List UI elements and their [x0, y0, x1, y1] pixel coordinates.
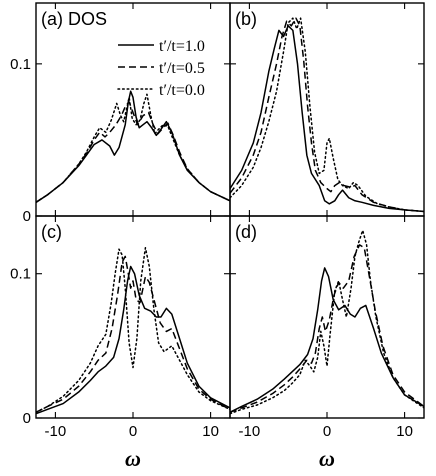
series-line-dotted	[230, 229, 424, 415]
y-tick-label: 0.1	[10, 56, 31, 73]
legend-entry: t′/t=1.0	[159, 38, 205, 55]
panel-label: (d)	[235, 222, 257, 242]
x-tick-label: 10	[202, 423, 219, 440]
x-tick-label: 0	[129, 423, 137, 440]
x-axis-label: ω	[319, 446, 335, 471]
panels-group: 0 0.1 (a) DOS t′/t=1.0 t′/t=0.5 t′/t=0.0 (b) -1…	[10, 2, 425, 471]
series-line-solid	[36, 90, 230, 203]
y-tick-label: 0.1	[10, 266, 31, 283]
panel-b: (b)	[229, 2, 425, 217]
series-line-dotted	[36, 246, 230, 413]
legend: t′/t=1.0 t′/t=0.5 t′/t=0.0	[117, 38, 205, 99]
y-tick-label: 0	[23, 208, 31, 225]
panel-label: (c)	[41, 222, 62, 242]
curves-group	[230, 17, 424, 213]
series-line-solid	[36, 265, 230, 415]
legend-entry: t′/t=0.5	[159, 60, 205, 77]
curves-group	[36, 90, 230, 204]
legend-entry: t′/t=0.0	[159, 82, 205, 99]
panel-frame	[229, 215, 425, 419]
series-line-solid	[230, 267, 424, 413]
series-line-dotted	[36, 93, 230, 204]
panel-d: -10 0 10 (d) ω	[229, 215, 425, 471]
x-axis-label: ω	[125, 446, 141, 471]
y-tick-label: 0	[23, 410, 31, 427]
curves-group	[230, 229, 424, 415]
x-tick-label: -10	[239, 423, 261, 440]
x-tick-label: 0	[323, 423, 331, 440]
panel-c: -10 0 10 0 0.1 (c) ω	[10, 215, 231, 471]
series-line-dashed	[36, 101, 230, 203]
panel-label: (a) DOS	[41, 9, 107, 29]
series-line-dashed	[36, 255, 230, 413]
series-line-dotted	[230, 17, 424, 213]
panel-label: (b)	[235, 9, 257, 29]
series-line-dashed	[230, 244, 424, 413]
curves-group	[36, 246, 230, 415]
x-tick-label: -10	[45, 423, 67, 440]
panel-a: 0 0.1 (a) DOS t′/t=1.0 t′/t=0.5 t′/t=0.0	[10, 2, 231, 225]
series-line-dashed	[230, 17, 424, 213]
x-tick-label: 10	[396, 423, 413, 440]
series-line-solid	[230, 25, 424, 213]
panel-frame	[229, 2, 425, 217]
